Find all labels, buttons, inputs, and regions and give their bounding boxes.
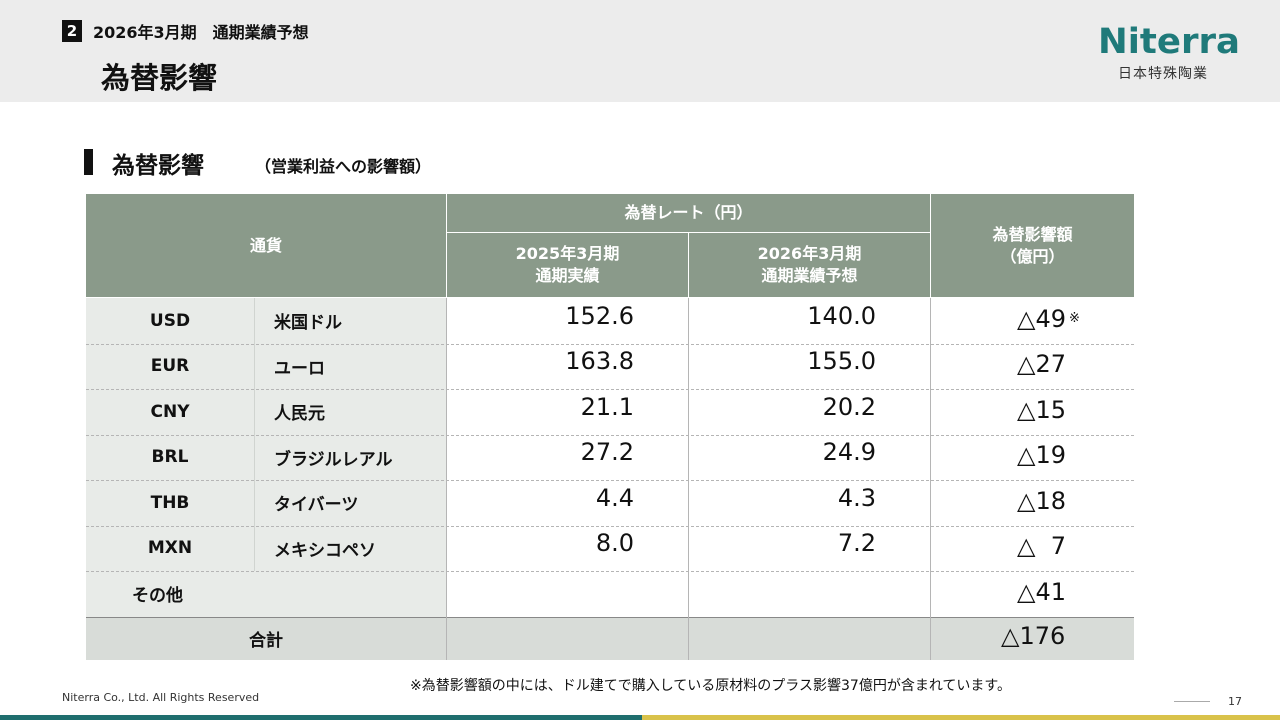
currency-name: ブラジルレアル [254, 434, 446, 480]
total-label: 合計 [86, 617, 446, 660]
rate-fy2025: 8.0 [447, 525, 688, 571]
header-fy2025-line2: 通期実績 [535, 266, 600, 285]
fx-impact: △19 [931, 434, 1134, 480]
fx-impact-value: △27 [1017, 350, 1066, 379]
column-divider [930, 298, 931, 660]
header-fy2025: 2025年3月期 通期実績 [447, 233, 688, 297]
row-divider [86, 389, 1134, 390]
footer-stripe-gold [642, 715, 1280, 720]
row-divider [86, 480, 1134, 481]
header-currency: 通貨 [86, 194, 446, 297]
rate-fy2025: 21.1 [447, 389, 688, 435]
other-fy2025-empty [447, 571, 688, 617]
code-name-divider [254, 298, 255, 571]
header-band [0, 0, 1280, 102]
other-impact: △41 [931, 571, 1134, 617]
currency-code: EUR [86, 343, 254, 389]
row-divider [86, 343, 1134, 345]
column-divider [688, 298, 689, 660]
header-impact-line1: 為替影響額 [992, 224, 1073, 244]
header-rate-group: 為替レート（円） [447, 194, 930, 232]
header-impact: 為替影響額 （億円） [931, 194, 1134, 297]
total-divider [86, 616, 1134, 618]
section-number-badge: 2 [62, 20, 82, 42]
fx-impact-value: △ 7 [1017, 532, 1066, 561]
footnote: ※為替影響額の中には、ドル建てで購入している原材料のプラス影響37億円が含まれて… [410, 678, 1012, 694]
fx-impact: △27 [931, 343, 1134, 389]
footer-stripe-teal [0, 715, 642, 720]
header-fy2026-line2: 通期業績予想 [761, 266, 858, 285]
header-fy2025-line1: 2025年3月期 [515, 244, 620, 264]
total-fy2025-empty [447, 617, 688, 660]
logo-subtext: 日本特殊陶業 [1118, 66, 1208, 82]
copyright: Niterra Co., Ltd. All Rights Reserved [62, 691, 260, 704]
rate-fy2026: 24.9 [689, 434, 930, 480]
heading-bar [84, 149, 93, 175]
page-number: 17 [1228, 695, 1242, 708]
section-title: 2026年3月期 通期業績予想 [93, 23, 309, 42]
logo-wordmark-text: Niterra [1098, 22, 1240, 60]
rate-fy2025: 163.8 [447, 343, 688, 389]
rate-fy2026: 4.3 [689, 480, 930, 526]
content-heading-sub: （営業利益への影響額） [255, 157, 432, 176]
rate-fy2025: 4.4 [447, 480, 688, 526]
fx-impact-value: △18 [1017, 486, 1066, 515]
currency-name: タイバーツ [254, 480, 446, 526]
currency-name: 人民元 [254, 389, 446, 435]
fx-impact-value: △49 [1017, 304, 1066, 333]
other-label: その他 [86, 571, 446, 617]
currency-code: BRL [86, 434, 254, 480]
page-number-rule [1174, 701, 1210, 702]
row-divider [86, 525, 1134, 527]
fx-impact: △18 [931, 480, 1134, 526]
row-divider [86, 434, 1134, 436]
other-fy2026-empty [689, 571, 930, 617]
fx-impact-value: △15 [1017, 395, 1066, 424]
currency-name: 米国ドル [254, 298, 446, 344]
header-fy2026-line1: 2026年3月期 [757, 244, 862, 264]
page-title: 為替影響 [101, 61, 218, 95]
currency-name: メキシコペソ [254, 525, 446, 571]
currency-code: USD [86, 298, 254, 344]
fx-impact: △15 [931, 389, 1134, 435]
rate-fy2026: 155.0 [689, 343, 930, 389]
niterra-logo: Niterra [1098, 22, 1240, 60]
note-mark: ※ [1069, 311, 1080, 327]
fx-impact: △ 7 [931, 525, 1134, 571]
currency-name: ユーロ [254, 343, 446, 389]
header-fy2026: 2026年3月期 通期業績予想 [689, 233, 930, 297]
fx-impact: △49 ※ [931, 298, 1134, 344]
content-heading: 為替影響 [112, 153, 204, 179]
total-impact: △176 [931, 617, 1134, 660]
currency-code: MXN [86, 525, 254, 571]
rate-fy2026: 20.2 [689, 389, 930, 435]
rate-fy2026: 7.2 [689, 525, 930, 571]
row-divider [86, 571, 1134, 572]
header-impact-line2: （億円） [1000, 246, 1065, 266]
total-fy2026-empty [689, 617, 930, 660]
fx-impact-table: 通貨 為替レート（円） 2025年3月期 通期実績 2026年3月期 通期業績予… [86, 194, 1134, 660]
rate-fy2026: 140.0 [689, 298, 930, 344]
fx-impact-value: △19 [1017, 441, 1066, 470]
column-divider [446, 298, 447, 660]
currency-code: CNY [86, 389, 254, 435]
rate-fy2025: 152.6 [447, 298, 688, 344]
rate-fy2025: 27.2 [447, 434, 688, 480]
currency-code: THB [86, 480, 254, 526]
